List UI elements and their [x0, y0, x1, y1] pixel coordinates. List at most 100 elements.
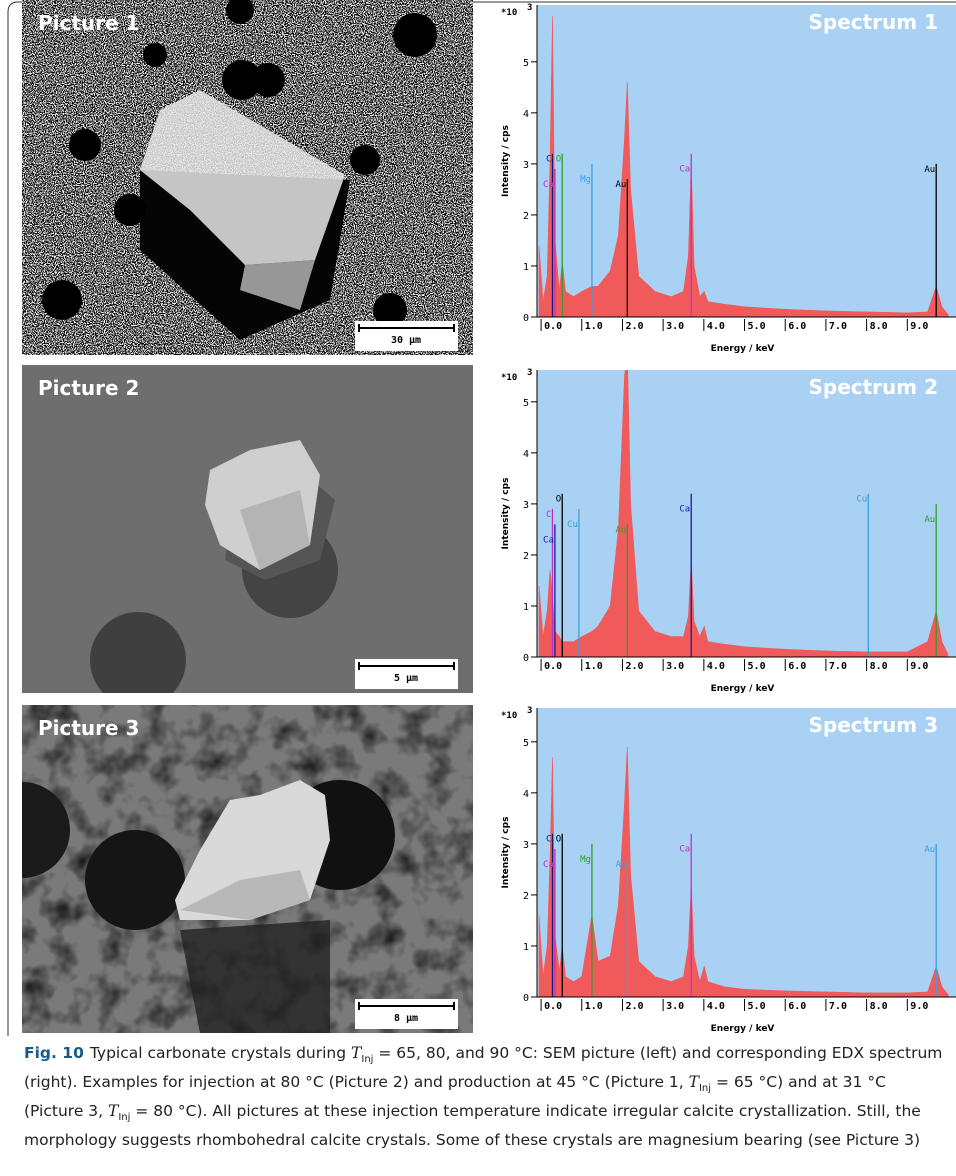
y-tick-label: 0	[523, 313, 529, 324]
element-label: Au	[615, 180, 626, 190]
x-tick-label: 2.0	[625, 1001, 643, 1012]
element-label: Ca	[679, 165, 690, 175]
element-label: Au	[615, 525, 626, 535]
spectrum-title: Spectrum 1	[808, 10, 938, 34]
y-exponent: 3	[527, 3, 532, 13]
x-axis-label: Energy / keV	[711, 344, 775, 354]
element-label: Au	[924, 165, 935, 175]
element-label: Au	[924, 845, 935, 855]
x-tick-label: 9.0	[910, 321, 928, 332]
element-label: Ca	[679, 845, 690, 855]
y-tick-label: 2	[523, 211, 529, 222]
sem-image	[0, 705, 473, 1033]
x-tick-label: 9.0	[910, 1001, 928, 1012]
caption-text: Inj	[699, 1083, 711, 1094]
y-tick-label: 5	[523, 58, 529, 69]
element-label: Au	[615, 860, 626, 870]
y-tick-label: 3	[523, 500, 529, 511]
element-label: Ca	[679, 505, 690, 515]
x-tick-label: 7.0	[829, 661, 847, 672]
y-tick-label: 4	[523, 109, 529, 120]
element-label: Cu	[856, 495, 867, 505]
y-multiplier: *10	[501, 8, 517, 18]
element-label: Au	[924, 515, 935, 525]
x-tick-label: 7.0	[829, 1001, 847, 1012]
y-axis-label: Intensity / cps	[501, 478, 511, 550]
y-multiplier: *10	[501, 373, 517, 383]
caption-text: T	[689, 1073, 699, 1091]
x-tick-label: 3.0	[666, 1001, 684, 1012]
x-tick-label: 0.0	[544, 661, 562, 672]
spectrum-title: Spectrum 2	[808, 375, 938, 399]
x-tick-label: 8.0	[870, 1001, 888, 1012]
x-tick-label: 6.0	[788, 321, 806, 332]
element-label: C	[546, 835, 551, 845]
element-label: Ca	[543, 180, 554, 190]
element-label: O	[556, 155, 561, 165]
sem-image	[22, 365, 473, 708]
sem-image	[22, 0, 473, 355]
picture-label: Picture 3	[38, 716, 139, 740]
x-tick-label: 3.0	[666, 321, 684, 332]
y-tick-label: 3	[523, 160, 529, 171]
x-tick-label: 4.0	[707, 1001, 725, 1012]
element-label: C	[546, 510, 551, 520]
x-tick-label: 9.0	[910, 661, 928, 672]
y-multiplier: *10	[501, 711, 517, 721]
x-tick-label: 6.0	[788, 1001, 806, 1012]
x-tick-label: 4.0	[707, 321, 725, 332]
x-tick-label: 5.0	[748, 661, 766, 672]
y-tick-label: 5	[523, 398, 529, 409]
x-tick-label: 4.0	[707, 661, 725, 672]
element-label: Ca	[543, 535, 554, 545]
x-tick-label: 3.0	[666, 661, 684, 672]
x-tick-label: 2.0	[625, 321, 643, 332]
x-axis-label: Energy / keV	[711, 684, 775, 694]
x-tick-label: 1.0	[585, 1001, 603, 1012]
x-tick-label: 5.0	[748, 1001, 766, 1012]
y-tick-label: 4	[523, 789, 529, 800]
y-axis-label: Intensity / cps	[501, 125, 511, 197]
x-tick-label: 6.0	[788, 661, 806, 672]
x-tick-label: 5.0	[748, 321, 766, 332]
y-exponent: 3	[527, 368, 532, 378]
y-tick-label: 0	[523, 993, 529, 1004]
x-tick-label: 0.0	[544, 1001, 562, 1012]
y-tick-label: 3	[523, 840, 529, 851]
element-label: O	[556, 835, 561, 845]
element-label: Mg	[580, 855, 591, 865]
x-tick-label: 7.0	[829, 321, 847, 332]
element-label: Ca	[543, 860, 554, 870]
y-tick-label: 5	[523, 738, 529, 749]
caption-text: Inj	[361, 1054, 373, 1065]
caption: Fig. 10 Typical carbonate crystals during…	[24, 1042, 944, 1152]
x-tick-label: 1.0	[585, 661, 603, 672]
element-label: O	[556, 495, 561, 505]
y-tick-label: 4	[523, 449, 529, 460]
x-tick-label: 0.0	[544, 321, 562, 332]
caption-label: Fig. 10	[24, 1044, 84, 1062]
caption-text: T	[108, 1102, 118, 1120]
caption-text: Typical carbonate crystals during	[90, 1044, 351, 1062]
scale-bar-label: 5 µm	[394, 673, 418, 684]
element-label: Mg	[580, 175, 591, 185]
y-tick-label: 1	[523, 602, 529, 613]
figure-page: Picture 130 µmPicture 25 µmPicture 38 µm…	[0, 0, 956, 1176]
y-tick-label: 1	[523, 262, 529, 273]
plot-background	[537, 370, 956, 657]
plot-background	[537, 5, 956, 317]
caption-text: T	[351, 1044, 361, 1062]
y-tick-label: 2	[523, 891, 529, 902]
x-tick-label: 8.0	[870, 321, 888, 332]
y-tick-label: 2	[523, 551, 529, 562]
x-tick-label: 1.0	[585, 321, 603, 332]
spectrum-title: Spectrum 3	[808, 713, 938, 737]
scale-bar-label: 8 µm	[394, 1013, 418, 1024]
plot-background	[537, 708, 956, 997]
y-tick-label: 0	[523, 653, 529, 664]
element-label: C	[546, 155, 551, 165]
x-tick-label: 2.0	[625, 661, 643, 672]
y-axis-label: Intensity / cps	[501, 817, 511, 889]
x-tick-label: 8.0	[870, 661, 888, 672]
